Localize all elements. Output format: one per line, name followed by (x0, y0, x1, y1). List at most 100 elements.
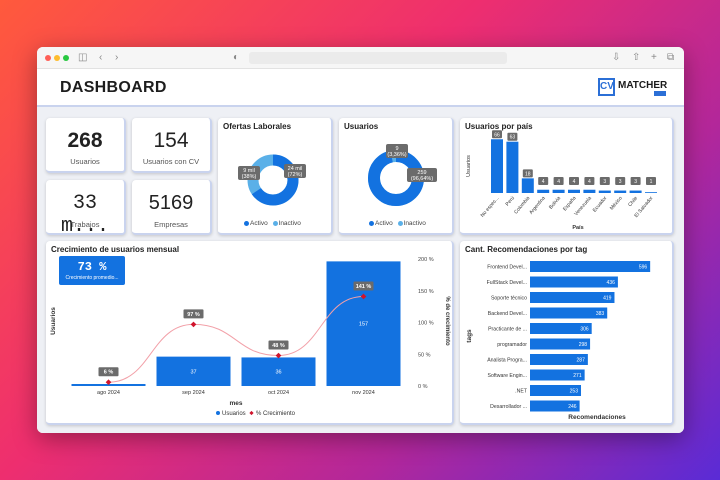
download-icon[interactable]: ⇩ (612, 52, 621, 63)
tick-label: No espec... (480, 195, 501, 218)
kpi-value: 5169 (148, 192, 194, 214)
ofertas-donut-chart: 9 mil (38%) 24 mil (72%) (238, 154, 306, 206)
maximize-window-button[interactable] (63, 55, 69, 61)
legend-dot-active (244, 220, 249, 226)
sidebar-icon[interactable]: ◫ (78, 52, 88, 63)
tick-label: nov 2024 (352, 390, 375, 396)
data-label: 306 (580, 327, 589, 333)
bar-8 (530, 385, 582, 396)
data-label: 253 (570, 389, 579, 395)
y-axis-label: Usuarios (466, 155, 472, 177)
tick-label: Perú (505, 195, 517, 207)
data-label-bg (569, 177, 579, 185)
data-label-bg (584, 177, 595, 185)
legend-label-active: Activo (250, 220, 268, 227)
tick-label: Bolivia (548, 195, 562, 210)
page-title: DASHBOARD (60, 79, 167, 96)
growth-badge-label: Crecimiento promedio... (65, 275, 119, 281)
usuarios-donut-chart: 9 (3,36%) 259 (96,64%) (368, 144, 437, 206)
growth-data-label: 6 % (104, 370, 114, 376)
kpi-label: Usuarios (70, 157, 100, 166)
data-label-active: 24 mil (72%) (288, 166, 303, 178)
kpi-card-usuarios-con-cv[interactable]: 154 Usuarios con CV (132, 118, 212, 173)
data-label-bg (238, 166, 260, 180)
bar-7 (598, 190, 611, 193)
data-label: 3 (603, 179, 606, 185)
data-label: 246 (568, 404, 577, 410)
legend-label: Usuarios (222, 411, 246, 417)
crecimiento-mensual-card[interactable]: Crecimiento de usuarios mensual Usuarios… (46, 241, 454, 425)
minimize-window-button[interactable] (54, 55, 60, 61)
legend-label: % Crecimiento (256, 411, 296, 417)
data-label-bg (599, 177, 610, 185)
data-label-bg (407, 168, 437, 182)
bar-0 (491, 139, 503, 193)
data-label-bg (646, 177, 656, 185)
crecimiento-chart: Usuarios % de crecimiento 0 % 50 % 100 % 150 … (50, 257, 450, 417)
new-tab-icon[interactable]: + (651, 52, 657, 63)
data-label: 383 (596, 311, 605, 317)
bar-0 (530, 261, 651, 272)
data-label: 596 (639, 265, 648, 271)
data-label-bg (615, 177, 626, 185)
y2-tick-label: 150 % (418, 289, 434, 295)
legend-dot-inactive (272, 220, 278, 226)
y2-tick-label: 50 % (418, 352, 431, 358)
address-bar[interactable] (249, 52, 507, 64)
kpi-card-usuarios[interactable]: 268 Usuarios (46, 118, 126, 173)
usuarios-donut-card[interactable]: Usuarios 9 (3,36%) 259 (96,64%) Activo Ina… (339, 118, 454, 235)
bar-1 (506, 141, 519, 193)
bar-10 (645, 192, 657, 193)
share-icon[interactable]: ⇧ (632, 52, 641, 63)
forward-arrow-icon[interactable]: › (115, 52, 119, 63)
close-window-button[interactable] (45, 55, 51, 61)
growth-data-label: 97 % (187, 312, 200, 318)
dashboard-canvas: DASHBOARD CV MATCHER 268 Usuarios 154 Us… (37, 69, 684, 433)
tick-label: México (609, 195, 624, 211)
tick-label: .NET (515, 389, 528, 395)
kpi-card-trabajos[interactable]: 33 m... Trabajos (46, 180, 126, 238)
tick-label: sep 2024 (182, 390, 205, 396)
kpi-card-empresas[interactable]: 5169 Empresas (132, 180, 212, 235)
tick-label: ago 2024 (97, 390, 120, 396)
data-label-inactive: 9 mil (38%) (242, 168, 257, 180)
bar-data-label: 37 (190, 369, 196, 375)
tick-label: oct 2024 (268, 390, 289, 396)
browser-titlebar: ◫ ‹ › ◐ ⇩ ⇧ + ⧉ (37, 47, 684, 69)
data-label: 4 (573, 179, 576, 185)
usuarios-por-pais-card[interactable]: Usuarios por país Usuarios 66 No espec... 6… (460, 118, 674, 235)
tick-label: Argentina (528, 195, 546, 215)
ofertas-donut-card[interactable]: Ofertas Laborales 9 mil (38%) 24 mil (72%)… (218, 118, 333, 235)
bar-5 (568, 189, 580, 193)
data-label: 63 (510, 135, 516, 141)
recomendaciones-card[interactable]: Cant. Recomendaciones por tag tags Fronte… (460, 241, 674, 425)
tabs-overview-icon[interactable]: ⧉ (667, 52, 675, 63)
kpi-value: 268 (67, 129, 103, 152)
legend-dot-usuarios (216, 411, 220, 415)
donut-slice-active (247, 154, 299, 206)
growth-badge[interactable]: 73 % Crecimiento promedio... (59, 256, 125, 285)
bar-2 (241, 357, 316, 386)
tick-label: Practicante de ... (488, 327, 527, 333)
card-title: Cant. Recomendaciones por tag (465, 245, 588, 254)
logo-underline (654, 91, 666, 96)
back-arrow-icon[interactable]: ‹ (99, 52, 103, 63)
growth-line (108, 295, 364, 383)
legend-dot-crecimiento (249, 410, 254, 416)
bar-7 (530, 369, 585, 381)
donut-legend: Activo Inactivo (369, 220, 426, 227)
tick-label: Chile (627, 195, 639, 208)
bar-8 (614, 190, 627, 193)
y2-tick-label: 100 % (418, 321, 434, 327)
x-axis-label: Recomendaciones (568, 414, 626, 421)
legend-dot-inactive (397, 220, 403, 226)
card-title: Usuarios por país (465, 122, 533, 131)
data-label-bg (353, 281, 374, 291)
tick-label: Backend Devel... (488, 311, 527, 317)
data-label-bg (553, 177, 564, 185)
shield-icon[interactable]: ◐ (233, 52, 240, 63)
growth-data-label: 48 % (272, 343, 285, 349)
legend-dot-active (369, 220, 374, 226)
card-title: Crecimiento de usuarios mensual (51, 245, 180, 254)
